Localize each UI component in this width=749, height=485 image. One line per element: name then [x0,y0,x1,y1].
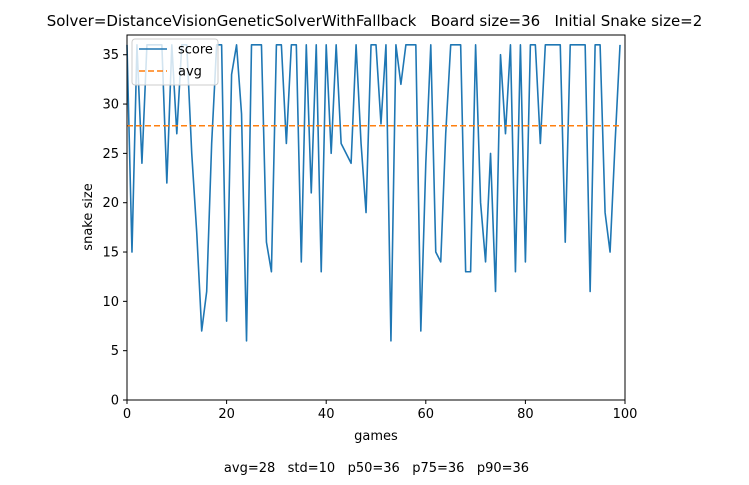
x-tick-label: 40 [318,407,335,422]
y-tick-label: 35 [102,48,119,63]
x-axis-label: games [354,429,398,444]
chart-title: Solver=DistanceVisionGeneticSolverWithFa… [47,12,703,30]
y-axis-label: snake size [81,183,96,250]
x-tick-label: 60 [418,407,435,422]
axis-ticks: 0 20 40 60 80 100 0 5 10 15 20 25 30 35 [102,48,637,422]
legend-score-label: score [178,43,213,58]
y-tick-label: 0 [111,394,119,409]
y-tick-label: 20 [102,196,119,211]
series-score-line [126,44,621,342]
x-tick-label: 20 [218,407,235,422]
legend-avg-label: avg [178,65,202,80]
series-lines [126,44,621,342]
x-tick-label: 80 [517,407,534,422]
x-tick-label: 100 [613,407,638,422]
plot-frame [126,34,626,401]
x-tick-label: 0 [123,407,131,422]
legend-box [131,38,219,86]
y-tick-label: 15 [102,246,119,261]
y-tick-label: 30 [102,98,119,113]
legend: score avg [131,38,219,86]
y-tick-label: 10 [102,295,119,310]
stats-footer: avg=28 std=10 p50=36 p75=36 p90=36 [224,461,529,476]
y-tick-label: 5 [111,344,119,359]
y-tick-label: 25 [102,147,119,162]
